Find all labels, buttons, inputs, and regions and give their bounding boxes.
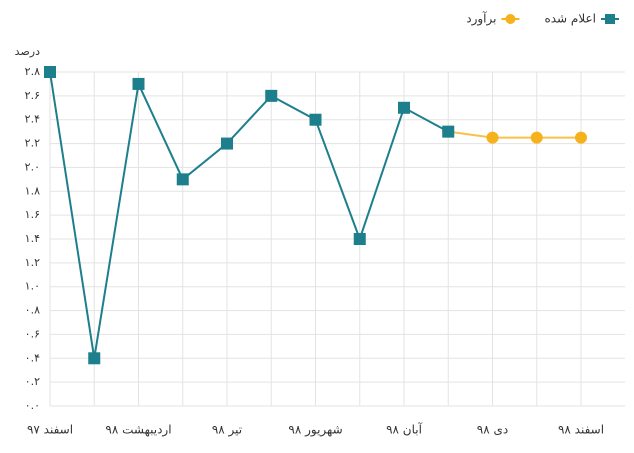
marker — [575, 131, 587, 144]
y-tick-label: ۲.۴ — [25, 113, 40, 126]
marker — [221, 137, 233, 150]
marker — [442, 125, 455, 138]
y-tick-label: ۰.۰ — [25, 399, 40, 412]
y-tick-label: ۲.۲ — [25, 137, 40, 150]
marker — [176, 173, 189, 186]
y-tick-label: ۱.۲ — [25, 256, 40, 269]
y-axis-label: درصد — [15, 45, 40, 58]
marker — [265, 89, 278, 102]
marker — [505, 14, 516, 24]
y-tick-label: ۰.۸ — [25, 304, 40, 317]
y-tick-label: ۱.۶ — [25, 208, 40, 221]
marker — [132, 77, 145, 90]
series-line — [448, 130, 581, 139]
marker — [309, 113, 322, 126]
x-tick-label: آبان ۹۸ — [386, 422, 423, 437]
marker — [605, 14, 615, 24]
x-tick-label: اسفند ۹۷ — [27, 423, 73, 437]
y-tick-label: ۰.۲ — [25, 375, 40, 388]
marker — [530, 131, 543, 144]
y-tick-label: ۱.۴ — [25, 232, 40, 245]
y-tick-label: ۲.۸ — [25, 65, 40, 78]
x-tick-label: دی ۹۸ — [477, 423, 508, 437]
marker — [44, 66, 56, 78]
marker — [398, 101, 410, 114]
marker — [88, 352, 101, 365]
y-tick-label: ۱.۸ — [25, 184, 40, 197]
x-tick-label: اردیبهشت ۹۸ — [105, 423, 171, 438]
legend-label: اعلام شده — [544, 12, 596, 26]
y-tick-label: ۰.۴ — [25, 351, 40, 364]
y-tick-label: ۲.۰ — [25, 160, 40, 173]
x-tick-label: شهریور ۹۸ — [288, 423, 342, 438]
y-tick-label: ۰.۶ — [25, 327, 40, 340]
x-tick-label: تیر ۹۸ — [212, 423, 242, 438]
series-line — [49, 71, 449, 359]
marker — [486, 131, 499, 144]
y-tick-label: ۲.۶ — [25, 89, 40, 102]
y-tick-label: ۱.۰ — [25, 280, 40, 293]
marker — [353, 233, 366, 245]
legend-label: برآورد — [466, 11, 496, 27]
x-tick-label: اسفند ۹۸ — [558, 423, 604, 437]
